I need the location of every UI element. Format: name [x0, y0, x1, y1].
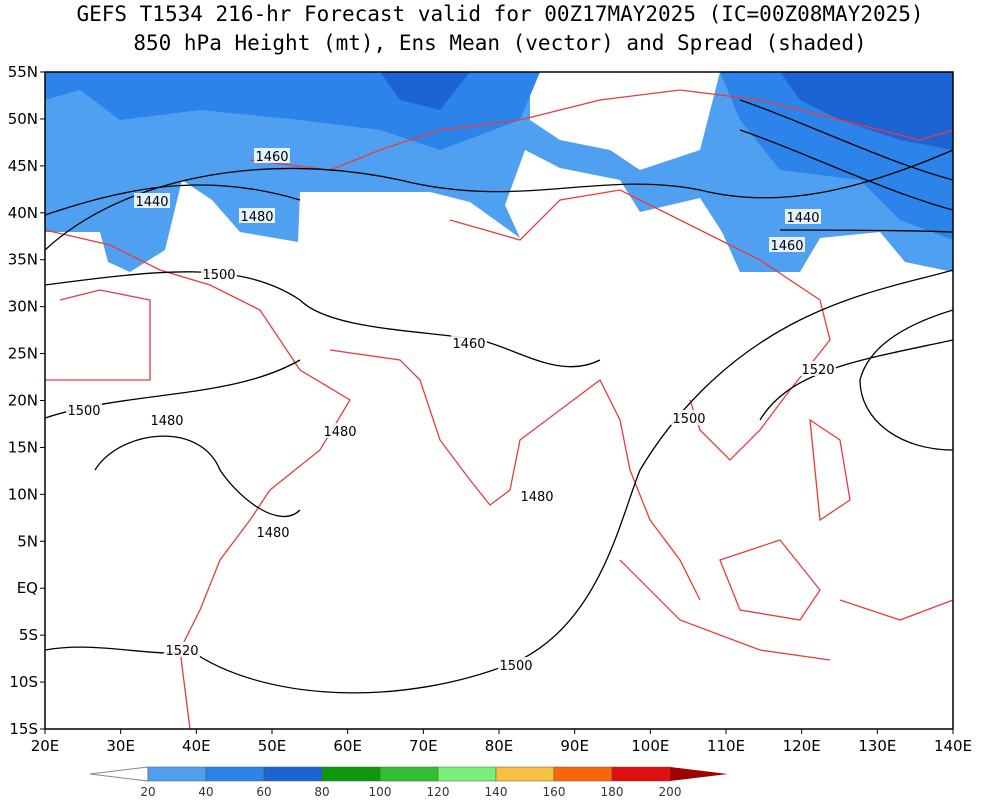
colorbar-cell [611, 766, 671, 782]
colorbar-end [670, 767, 728, 781]
colorbar-label: 100 [369, 785, 392, 799]
contour-label-bg [800, 361, 836, 376]
contour-label-bg [149, 412, 185, 427]
lon-label: 80E [485, 737, 514, 755]
colorbar-cell [553, 766, 613, 782]
lat-label: 50N [8, 110, 38, 128]
colorbar-cell [205, 766, 265, 782]
colorbar-cell [379, 766, 439, 782]
lat-label: 35N [8, 251, 38, 269]
colorbar-cell [147, 766, 207, 782]
contour-label: 1500 [499, 659, 532, 674]
contour-label-bg [769, 237, 805, 252]
contour-label-bg [66, 402, 102, 417]
contour-label-bg [451, 335, 487, 350]
contour-label: 1480 [240, 210, 273, 225]
colorbar-label: 140 [485, 785, 508, 799]
lat-label: 30N [8, 298, 38, 316]
contour-label: 1460 [452, 337, 485, 352]
lat-label: 40N [8, 204, 38, 222]
lon-label: 60E [333, 737, 362, 755]
lon-label: 120E [783, 737, 821, 755]
colorbar-label: 200 [659, 785, 682, 799]
colorbar-label: 20 [140, 785, 155, 799]
lon-label: 100E [631, 737, 669, 755]
colorbar-cell [495, 766, 555, 782]
contour-label: 1500 [672, 412, 705, 427]
lon-label: 70E [409, 737, 438, 755]
lat-label: 15N [8, 438, 38, 456]
contour-label-bg [134, 193, 170, 208]
contour-label-bg [164, 642, 200, 657]
contour-label: 1480 [520, 490, 553, 505]
contour-label-bg [498, 657, 534, 672]
colorbar-cell [321, 766, 381, 782]
contour-label: 1480 [256, 526, 289, 541]
colorbar-cell [263, 766, 323, 782]
lon-label: 30E [106, 737, 135, 755]
lat-label: 5N [17, 532, 38, 550]
lat-label: 20N [8, 392, 38, 410]
contour-label-bg [239, 208, 275, 223]
contour-label: 1440 [135, 195, 168, 210]
contour-label: 1480 [323, 425, 356, 440]
lat-label: 10N [8, 485, 38, 503]
contour-label: 1440 [786, 211, 819, 226]
contour-label-bg [254, 148, 290, 163]
contour-label-bg [201, 266, 237, 281]
lat-label: 55N [8, 63, 38, 81]
contour-label: 1480 [150, 414, 183, 429]
lon-label: 20E [31, 737, 60, 755]
colorbar: 20 40 60 80 100 120 140 160 180 200 [89, 766, 728, 799]
lon-label: 130E [858, 737, 896, 755]
title-line: GEFS T1534 216-hr Forecast valid for 00Z… [76, 2, 923, 26]
lon-label: 50E [258, 737, 287, 755]
colorbar-label: 40 [198, 785, 213, 799]
contour-label-bg [322, 423, 358, 438]
map-area [45, 72, 953, 729]
contour-label-bg [671, 410, 707, 425]
contour-label-bg [519, 488, 555, 503]
lat-label: 45N [8, 157, 38, 175]
colorbar-end [89, 766, 149, 782]
lon-label: 140E [934, 737, 972, 755]
spread-shading [45, 72, 953, 240]
lat-label: 5S [19, 626, 38, 644]
contour-label: 1500 [67, 404, 100, 419]
lat-label: EQ [17, 579, 38, 597]
lon-label: 90E [560, 737, 589, 755]
spread-gap [530, 72, 720, 170]
contour-label: 1500 [202, 268, 235, 283]
contour-label: 1460 [770, 239, 803, 254]
contour-label: 1520 [165, 644, 198, 659]
contour-label-bg [255, 524, 291, 539]
contour-label-bg [785, 209, 821, 224]
colorbar-label: 160 [543, 785, 566, 799]
contour-label: 1460 [255, 150, 288, 165]
colorbar-label: 80 [314, 785, 329, 799]
lat-label: 10S [9, 673, 38, 691]
lat-label: 15S [9, 720, 38, 738]
colorbar-label: 60 [256, 785, 271, 799]
lon-label: 40E [182, 737, 211, 755]
lon-label: 110E [707, 737, 745, 755]
title-line: 850 hPa Height (mt), Ens Mean (vector) a… [133, 31, 866, 55]
height-contours [45, 99, 953, 694]
colorbar-label: 180 [601, 785, 624, 799]
colorbar-label: 120 [427, 785, 450, 799]
lat-label: 25N [8, 345, 38, 363]
colorbar-cell [437, 766, 497, 782]
spread-shading [380, 72, 953, 150]
contour-label: 1520 [801, 363, 834, 378]
